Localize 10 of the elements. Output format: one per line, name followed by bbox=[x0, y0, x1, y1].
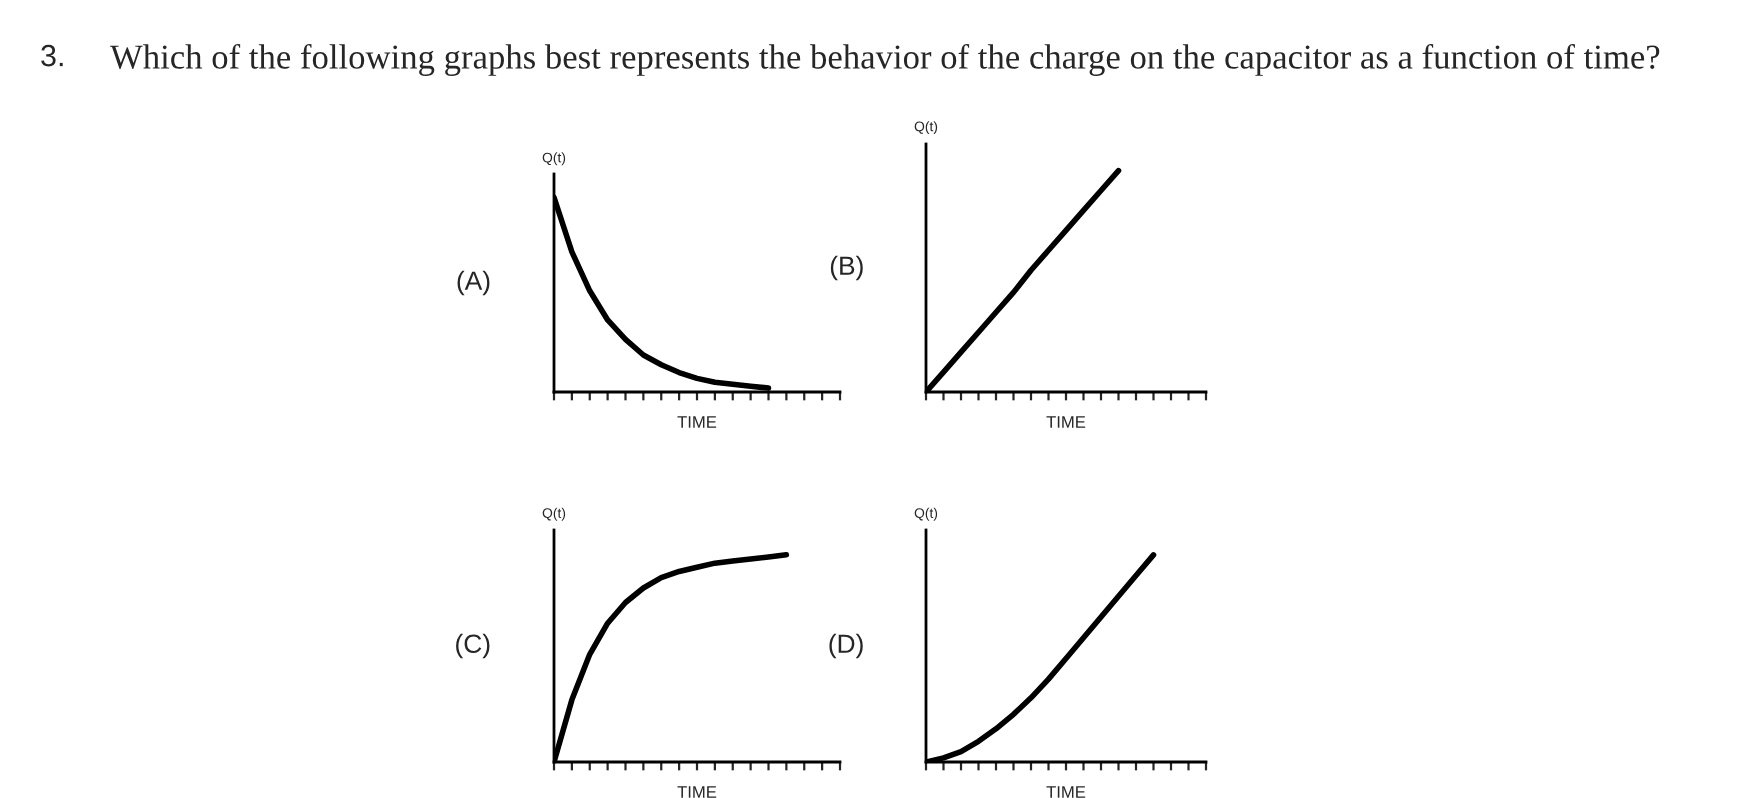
x-axis-title: TIME bbox=[677, 786, 717, 798]
x-axis-title: TIME bbox=[1046, 786, 1086, 798]
text: (C) bbox=[456, 633, 490, 659]
annotation: (B) bbox=[830, 255, 863, 281]
text: (A) bbox=[457, 270, 490, 296]
text: 3. bbox=[41, 44, 63, 67]
annotation: (D) bbox=[829, 633, 863, 659]
chart-title: Which of the following graphs best represents the behavior of the charge on the capacitor as a function of time? bbox=[110, 44, 1660, 76]
x-axis-title: TIME bbox=[677, 416, 717, 428]
x-axis-title: TIME bbox=[1046, 416, 1086, 428]
